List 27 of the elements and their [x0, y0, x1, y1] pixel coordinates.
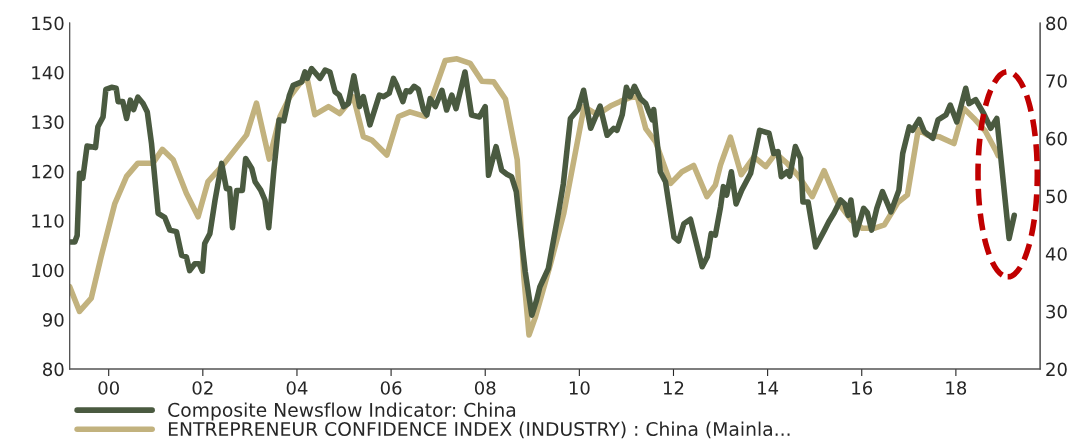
y-tick-label: 130: [32, 115, 64, 129]
y2-tick-label: 20: [1046, 362, 1067, 377]
y2-tick-label: 50: [1046, 189, 1067, 204]
y2-tick-label: 30: [1046, 304, 1067, 319]
y-tick-label: 120: [32, 164, 64, 179]
y2-tick-label: 40: [1045, 247, 1067, 261]
y2-tick-label: 70: [1046, 74, 1067, 88]
y-tick-label: 150: [32, 16, 64, 31]
x-tick-label: 10: [569, 381, 590, 395]
y-tick-label: 100: [32, 263, 64, 278]
y2-tick-label: 80: [1046, 16, 1067, 31]
x-tick-label: 06: [380, 381, 402, 395]
x-tick-label: 18: [946, 381, 967, 395]
legend-label: ENTREPRENEUR CONFIDENCE INDEX (INDUSTRY) : China (Mainla...: [168, 421, 790, 439]
legend-label: Composite Newsflow Indicator: China: [168, 402, 516, 421]
x-tick-label: 12: [663, 381, 684, 395]
x-tick-label: 00: [98, 381, 119, 395]
y-tick-label: 80: [43, 362, 64, 377]
x-tick-label: 04: [286, 381, 308, 395]
y-tick-label: 90: [42, 313, 64, 327]
x-tick-label: 08: [474, 381, 496, 395]
y-tick-label: 140: [32, 65, 64, 80]
x-tick-label: 16: [852, 381, 873, 395]
y2-tick-label: 60: [1046, 131, 1067, 146]
x-tick-label: 02: [192, 381, 213, 395]
x-tick-label: 14: [758, 381, 779, 395]
y-tick-label: 110: [32, 214, 64, 228]
